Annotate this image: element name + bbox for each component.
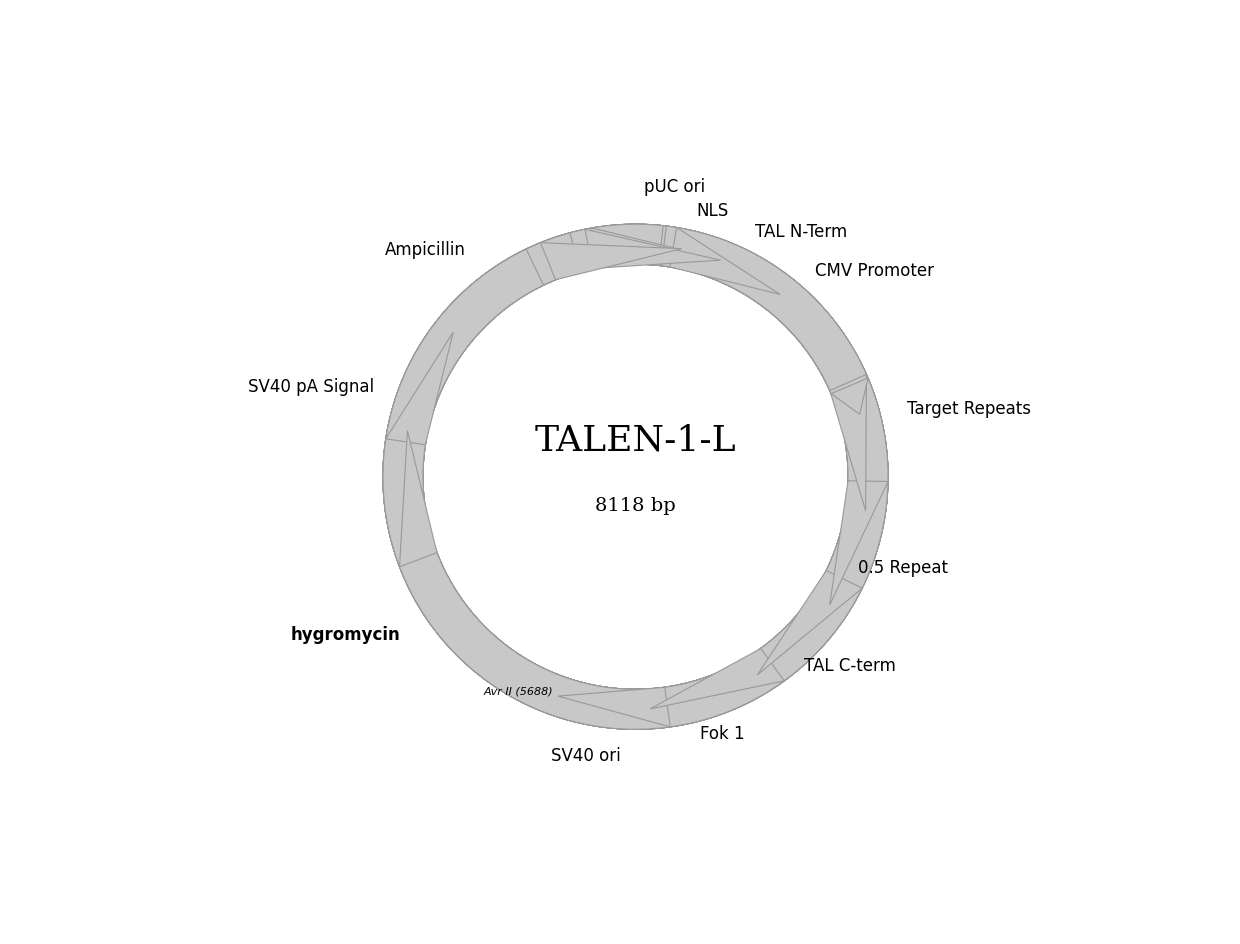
Polygon shape bbox=[383, 224, 888, 725]
Polygon shape bbox=[399, 430, 436, 566]
Text: NLS: NLS bbox=[697, 202, 729, 220]
Polygon shape bbox=[386, 332, 454, 445]
Polygon shape bbox=[591, 228, 713, 267]
Polygon shape bbox=[383, 224, 861, 730]
Text: TAL N-Term: TAL N-Term bbox=[755, 223, 847, 241]
Polygon shape bbox=[383, 224, 888, 729]
Polygon shape bbox=[383, 235, 888, 730]
Polygon shape bbox=[830, 375, 867, 511]
Polygon shape bbox=[670, 228, 780, 295]
Text: pUC ori: pUC ori bbox=[645, 178, 706, 196]
Polygon shape bbox=[383, 230, 888, 730]
Text: Avr II (5688): Avr II (5688) bbox=[484, 686, 553, 697]
Text: TAL C-term: TAL C-term bbox=[804, 657, 895, 675]
Text: Target Repeats: Target Repeats bbox=[906, 400, 1030, 418]
Polygon shape bbox=[383, 225, 888, 730]
Polygon shape bbox=[585, 229, 720, 268]
Polygon shape bbox=[541, 243, 682, 279]
Text: Fok 1: Fok 1 bbox=[701, 725, 745, 743]
Polygon shape bbox=[758, 570, 862, 675]
Polygon shape bbox=[830, 480, 888, 605]
Text: CMV Promoter: CMV Promoter bbox=[816, 262, 935, 280]
Polygon shape bbox=[558, 687, 671, 727]
Polygon shape bbox=[661, 226, 867, 392]
Polygon shape bbox=[383, 233, 888, 730]
Text: SV40 pA Signal: SV40 pA Signal bbox=[248, 378, 374, 396]
Polygon shape bbox=[383, 224, 888, 723]
Text: SV40 ori: SV40 ori bbox=[551, 748, 621, 766]
Text: TALEN-1-L: TALEN-1-L bbox=[534, 423, 737, 458]
Polygon shape bbox=[383, 224, 888, 730]
Text: Ampicillin: Ampicillin bbox=[384, 241, 465, 259]
Polygon shape bbox=[383, 224, 888, 730]
Polygon shape bbox=[650, 649, 784, 709]
Text: 8118 bp: 8118 bp bbox=[595, 497, 676, 514]
Text: hygromycin: hygromycin bbox=[290, 626, 401, 644]
Polygon shape bbox=[405, 225, 888, 730]
Polygon shape bbox=[831, 378, 868, 414]
Text: 0.5 Repeat: 0.5 Repeat bbox=[858, 559, 949, 577]
